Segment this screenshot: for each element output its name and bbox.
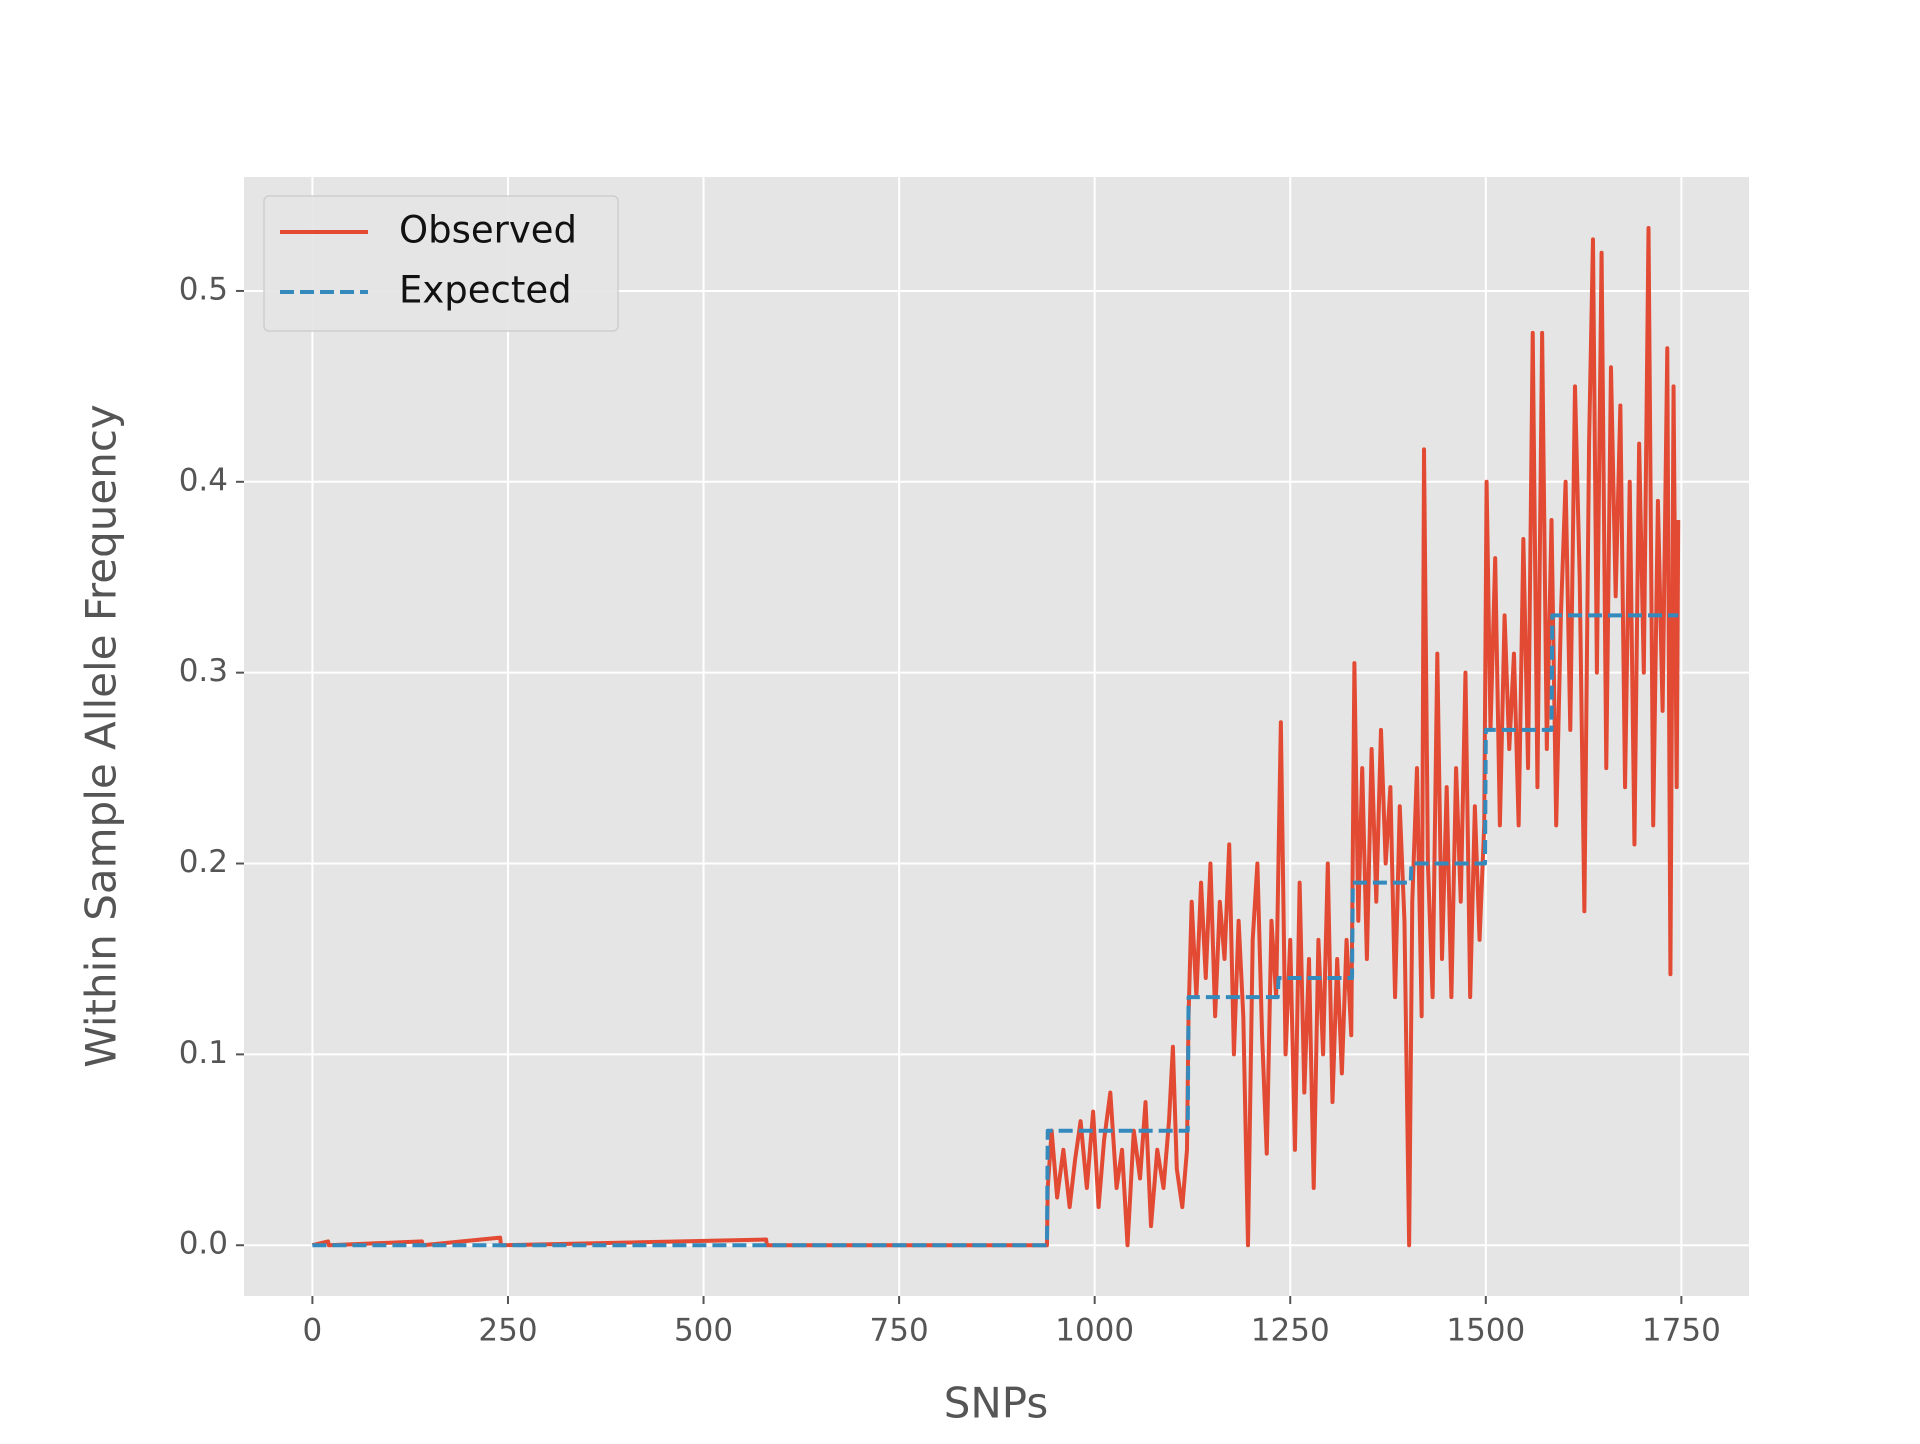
x-tick-label: 250 (478, 1313, 537, 1349)
series-line (312, 613, 1679, 1248)
x-tick-label: 500 (674, 1313, 733, 1349)
y-tick-label: 0.3 (179, 653, 228, 689)
legend-label: Expected (399, 269, 572, 312)
x-tick-label: 1500 (1446, 1313, 1525, 1349)
x-tick-label: 1250 (1251, 1313, 1330, 1349)
series-line (311, 225, 1681, 1248)
x-axis-label: SNPs (944, 1379, 1049, 1428)
y-tick-label: 0.5 (179, 271, 228, 307)
y-tick-label: 0.4 (179, 462, 228, 498)
y-tick-label: 0.2 (179, 844, 228, 880)
lines (311, 225, 1681, 1248)
legend-box (263, 195, 619, 332)
grid (244, 177, 1749, 1296)
x-tick-label: 0 (303, 1313, 323, 1349)
x-tick-label: 750 (870, 1313, 929, 1349)
y-tick-label: 0.0 (179, 1226, 228, 1262)
legend-label: Observed (399, 209, 577, 252)
x-tick-label: 1000 (1055, 1313, 1134, 1349)
plot-area (244, 177, 1749, 1296)
y-axis-label: Within Sample Allele Frequency (77, 404, 126, 1068)
y-tick-label: 0.1 (179, 1035, 228, 1071)
x-tick-label: 1750 (1642, 1313, 1721, 1349)
axes: 0 250 500 750 1000 1250 1500 1750 0.0 0.1 0.2 0.3 0.… (179, 271, 1721, 1348)
legend: Observed Expected (263, 195, 619, 332)
